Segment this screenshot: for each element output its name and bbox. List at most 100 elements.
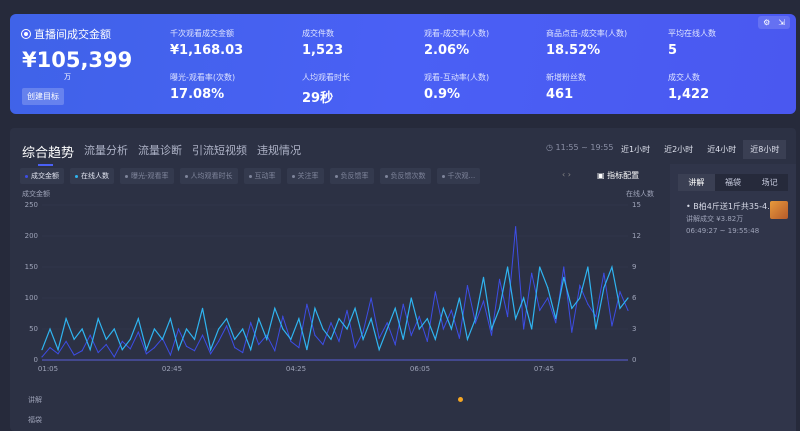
tab[interactable]: 引流短视频 — [192, 144, 248, 157]
tab[interactable]: 综合趋势 — [22, 142, 74, 166]
data-point — [370, 297, 372, 299]
metric-value: 5 — [668, 43, 678, 58]
gear-icon[interactable]: ⚙ — [763, 18, 771, 27]
data-point — [603, 287, 605, 289]
data-point — [619, 307, 621, 309]
data-point — [498, 278, 501, 280]
data-point — [426, 340, 428, 342]
metric: 观看-互动率(人数) 0.9% — [424, 72, 489, 102]
data-point — [129, 338, 131, 340]
data-point — [563, 276, 565, 278]
summary-value: ¥105,399 — [22, 48, 133, 72]
metric-value: 1,523 — [302, 43, 344, 58]
metric-chip[interactable]: 关注率 — [286, 168, 324, 184]
data-point — [362, 338, 364, 340]
explain-marker[interactable] — [458, 397, 463, 402]
tab[interactable]: 流量诊断 — [138, 144, 183, 157]
metric-chip[interactable]: 人均观看时长 — [179, 168, 238, 184]
data-point — [386, 328, 388, 330]
create-goal-button[interactable]: 创建目标 — [22, 88, 64, 105]
metric-chip[interactable]: 在线人数 — [70, 168, 114, 184]
metric-value: 17.08% — [170, 87, 225, 102]
data-point — [378, 337, 380, 339]
data-point — [105, 338, 107, 340]
side-tab[interactable]: 场记 — [761, 178, 778, 187]
data-point — [314, 307, 316, 309]
y-tick-left: 250 — [25, 201, 38, 209]
card-tools: ⚙ ⇲ — [758, 16, 790, 29]
explain-item[interactable]: • B柏4斤送1斤共35-4... 讲解成交 ¥3.82万 06:49:27 ~… — [678, 201, 788, 237]
data-point — [418, 328, 420, 330]
data-point — [137, 331, 139, 333]
data-point — [49, 328, 51, 330]
data-point — [57, 349, 59, 351]
data-point — [563, 266, 565, 268]
metric-chip[interactable]: 负反馈率 — [329, 168, 374, 184]
data-point — [595, 316, 597, 318]
data-point — [226, 325, 228, 327]
time-range-text: 11:55 ~ 19:55 — [555, 143, 614, 152]
time-button[interactable]: 近4小时 — [707, 145, 737, 154]
chip-label: 负反馈率 — [340, 172, 369, 180]
data-point — [515, 318, 517, 320]
metric-label: 人均观看时长 — [302, 73, 350, 82]
target-icon — [22, 30, 30, 38]
y-tick-left: 0 — [34, 356, 38, 364]
side-tab[interactable]: 讲解 — [678, 174, 715, 191]
metric-label: 商品点击-成交率(人数) — [546, 29, 628, 38]
data-point — [145, 349, 147, 351]
data-point — [153, 328, 155, 330]
timeline-row-lucky-bag: 福袋 — [28, 416, 42, 424]
data-point — [402, 303, 404, 305]
metric-label: 平均在线人数 — [668, 29, 716, 38]
data-point — [346, 309, 348, 311]
data-point — [426, 318, 428, 320]
data-point — [250, 322, 252, 324]
metric-chip[interactable]: 互动率 — [243, 168, 281, 184]
metric-config-button[interactable]: ▣ 指标配置 — [597, 171, 640, 180]
data-point — [234, 338, 236, 340]
data-point — [450, 328, 452, 330]
tab[interactable]: 违规情况 — [257, 144, 302, 157]
time-button[interactable]: 近1小时 — [621, 145, 651, 154]
time-button[interactable]: 近2小时 — [664, 145, 694, 154]
metric-chip[interactable]: 成交金额 — [20, 168, 64, 184]
data-point — [547, 287, 549, 289]
data-point — [547, 297, 549, 299]
data-point — [258, 318, 260, 320]
chip-label: 在线人数 — [81, 172, 109, 180]
data-point — [474, 318, 477, 320]
data-point — [523, 297, 525, 299]
tab[interactable]: 流量分析 — [84, 144, 129, 157]
data-point — [41, 349, 43, 351]
data-point — [506, 316, 509, 318]
data-point — [274, 350, 276, 352]
data-point — [113, 356, 115, 358]
data-point — [394, 343, 396, 346]
pin-icon[interactable]: ⇲ — [778, 18, 785, 27]
item-time: 06:49:27 ~ 19:55:48 — [686, 227, 760, 235]
data-point — [627, 309, 629, 311]
series-line — [41, 226, 629, 358]
series-line — [41, 264, 629, 352]
side-tab[interactable]: 福袋 — [725, 178, 741, 187]
data-point — [161, 338, 164, 340]
data-point — [274, 307, 276, 309]
data-point — [531, 272, 533, 274]
data-point — [209, 349, 212, 351]
data-point — [81, 328, 83, 330]
side-panel: 讲解 福袋 场记 • B柏4斤送1斤共35-4... 讲解成交 ¥3.82万 06:… — [670, 164, 796, 431]
metric-chip[interactable]: 负反馈次数 — [379, 168, 431, 184]
chip-scroll-arrows[interactable]: ‹ › — [562, 170, 571, 179]
data-point — [121, 340, 123, 342]
time-button[interactable]: 近8小时 — [743, 140, 787, 159]
metric-chip[interactable]: 曝光-观看率 — [120, 168, 174, 184]
metric-chip[interactable]: 千次观... — [436, 168, 481, 184]
data-point — [234, 347, 236, 349]
metric-chips: 成交金额 在线人数 曝光-观看率 人均观看时长 互动率 关注率 负反馈率 负反馈次数 千次观..… — [20, 168, 481, 184]
data-point — [298, 318, 300, 320]
data-point — [539, 266, 541, 268]
data-point — [402, 338, 404, 340]
data-point — [611, 325, 613, 327]
data-point — [49, 347, 51, 349]
